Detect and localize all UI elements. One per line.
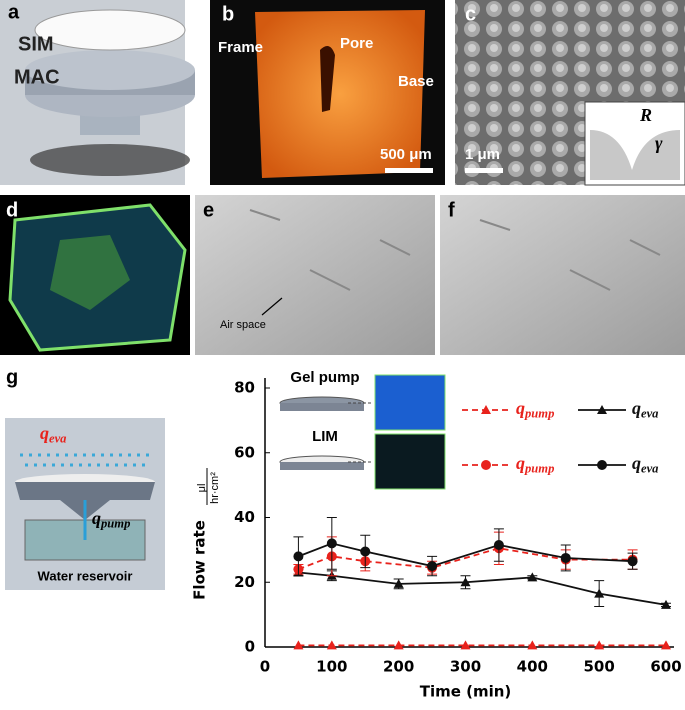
- legend-thumb: [374, 374, 446, 431]
- marker: [493, 540, 504, 551]
- marker: [594, 640, 605, 650]
- y-axis-label: Flow rate: [191, 520, 209, 600]
- y-tick-label: 0: [245, 638, 255, 656]
- marker: [597, 460, 607, 470]
- x-axis-label: Time (min): [420, 683, 512, 701]
- y-tick-label: 60: [234, 443, 255, 461]
- legend-group-label: Gel pump: [290, 369, 359, 386]
- x-tick-label: 300: [450, 658, 481, 676]
- marker: [661, 640, 671, 650]
- legend-label: qeva: [632, 453, 658, 475]
- annotation: R: [639, 105, 652, 125]
- marker: [527, 640, 538, 650]
- annotation: qeva: [40, 423, 66, 445]
- marker: [661, 599, 671, 609]
- marker: [594, 588, 605, 598]
- marker: [460, 640, 471, 650]
- marker: [427, 561, 438, 572]
- marker: [393, 578, 404, 588]
- panel-f: f: [440, 195, 685, 355]
- panel-c: R γ 1 μm c: [455, 0, 685, 186]
- legend-icon: [280, 403, 364, 411]
- legend-label: qeva: [632, 398, 658, 420]
- marker: [460, 577, 471, 587]
- annotation: γ: [655, 133, 663, 153]
- marker: [326, 538, 337, 549]
- panel-label: a: [8, 1, 20, 23]
- marker: [326, 640, 337, 650]
- panel-label: g: [6, 366, 18, 388]
- panel-a: a SIM MAC: [0, 0, 195, 185]
- y-tick-label: 80: [234, 379, 255, 397]
- marker: [627, 556, 638, 567]
- y-tick-label: 40: [234, 508, 255, 526]
- panel-label: d: [6, 199, 18, 221]
- y-tick-label: 20: [234, 573, 255, 591]
- x-tick-label: 500: [584, 658, 615, 676]
- panel-d: d: [0, 195, 190, 355]
- annotation: Air space: [220, 319, 266, 331]
- panel-e: Air space e: [195, 195, 435, 355]
- legend-group-label: LIM: [312, 428, 338, 445]
- marker: [560, 552, 571, 563]
- legend-icon: [280, 462, 364, 470]
- x-tick-label: 0: [260, 658, 270, 676]
- layer-label: MAC: [14, 66, 60, 88]
- panel-b: Frame Pore Base 500 μm b: [210, 0, 445, 185]
- panel-label: c: [465, 3, 476, 25]
- panel-g-schematic: g qeva qpump Water reservoir: [5, 366, 165, 590]
- panel-label: b: [222, 3, 234, 25]
- marker: [360, 546, 371, 557]
- series-line: [298, 571, 667, 606]
- panel-label: e: [203, 199, 214, 221]
- marker: [597, 405, 607, 414]
- annotation: Pore: [340, 35, 373, 52]
- scale-label: 1 μm: [465, 146, 500, 163]
- legend-label: qpump: [516, 453, 554, 475]
- marker: [527, 572, 538, 582]
- annotation: Water reservoir: [38, 568, 133, 583]
- x-tick-label: 100: [316, 658, 347, 676]
- annotation: Frame: [218, 39, 263, 56]
- x-tick-label: 200: [383, 658, 414, 676]
- y-axis-unit: μl: [196, 484, 208, 493]
- y-axis-unit: hr·cm²: [209, 472, 221, 504]
- scale-label: 500 μm: [380, 146, 432, 163]
- x-tick-label: 400: [517, 658, 548, 676]
- panel-label: f: [448, 199, 455, 221]
- chart: 0 100 200 300 400 500 600 0 20 40 60 80 Time (min) Fl…: [191, 369, 682, 701]
- marker: [481, 460, 491, 470]
- legend-label: qpump: [516, 398, 554, 420]
- annotation: qpump: [92, 508, 130, 530]
- series-line: [298, 542, 633, 567]
- marker: [293, 551, 304, 562]
- layer-label: SIM: [18, 33, 54, 55]
- legend-thumb: [374, 433, 446, 490]
- marker: [293, 640, 304, 650]
- marker: [481, 405, 491, 414]
- x-tick-label: 600: [650, 658, 681, 676]
- marker: [393, 640, 404, 650]
- annotation: Base: [398, 73, 434, 90]
